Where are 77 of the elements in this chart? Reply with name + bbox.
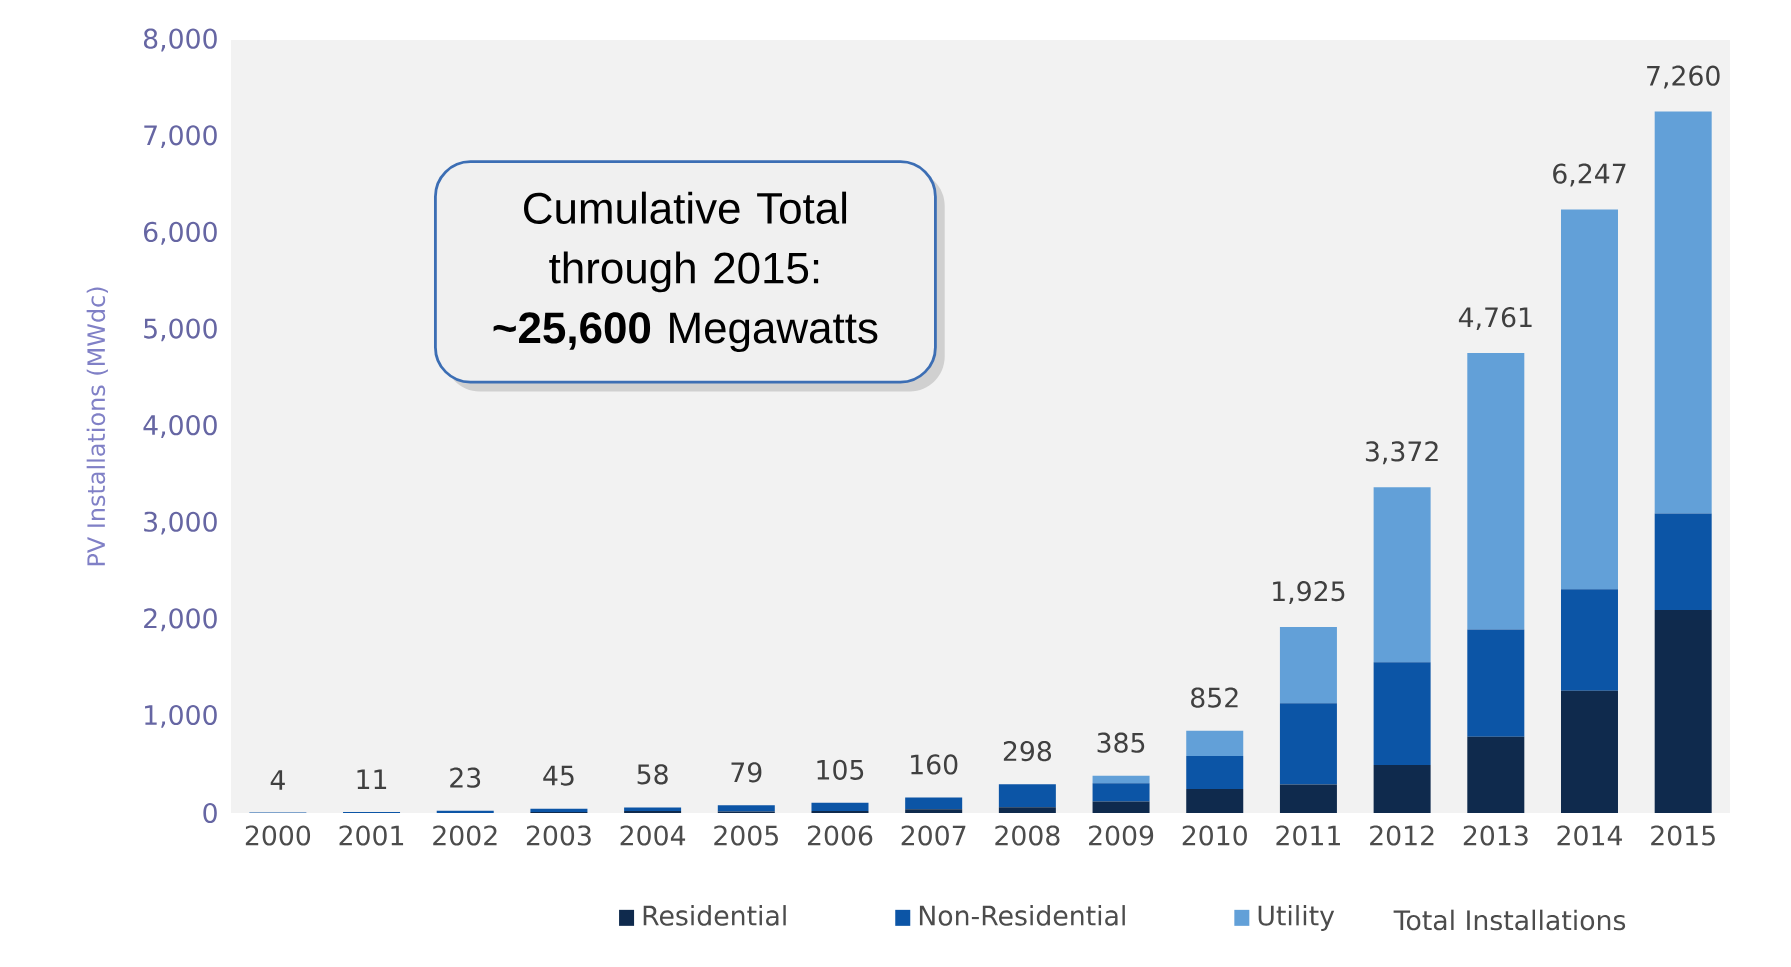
y-tick-label: 2,000 (144, 608, 217, 632)
legend-label: Utility (1258, 905, 1335, 931)
x-tick-label: 2000 (245, 825, 311, 846)
y-tick-label: 4,000 (143, 415, 217, 438)
total-label: 7,260 (1647, 65, 1720, 89)
x-tick-label: 2009 (1089, 825, 1154, 846)
legend-label: Non-Residential (919, 905, 1125, 926)
x-tick-label: 2005 (714, 825, 778, 846)
bar (1561, 690, 1618, 813)
bar (998, 784, 1056, 808)
bar (624, 807, 682, 812)
bar (1373, 765, 1431, 813)
total-label: 4,761 (1458, 307, 1532, 330)
bar (530, 808, 588, 813)
x-tick-label: 2007 (901, 825, 966, 846)
bar (811, 802, 869, 812)
bar (1186, 789, 1244, 813)
text: Total Installations (1393, 909, 1626, 931)
bar (1092, 783, 1150, 802)
y-tick-label: 3,000 (144, 511, 217, 535)
bar (1654, 513, 1712, 611)
bar (1092, 775, 1150, 784)
y-axis-title: PV Installations (MWdc) (86, 287, 108, 566)
x-tick-label: 2012 (1370, 825, 1434, 846)
total-label: 79 (731, 762, 762, 783)
x-tick-label: 2014 (1557, 825, 1622, 846)
bar (1654, 111, 1712, 514)
bar (905, 797, 963, 810)
bar (436, 810, 494, 813)
x-tick-label: 2002 (433, 825, 497, 846)
bar (1373, 662, 1431, 766)
total-label: 3,372 (1365, 441, 1438, 465)
bar (1654, 610, 1712, 813)
bar (1279, 626, 1337, 704)
y-tick-label: 5,000 (144, 318, 217, 342)
x-tick-label: 2006 (807, 825, 873, 846)
bar (1186, 755, 1244, 790)
total-label: 1,925 (1273, 581, 1345, 605)
total-label: 385 (1097, 732, 1145, 753)
y-tick-label: 1,000 (145, 704, 217, 728)
y-tick-label: 8,000 (143, 28, 217, 52)
total-label: 45 (543, 765, 574, 786)
legend-label: Residential (643, 905, 786, 926)
x-tick-label: 2004 (620, 825, 686, 846)
bar (1467, 352, 1525, 630)
x-tick-label: 2008 (995, 825, 1060, 846)
bar (1467, 736, 1525, 813)
x-tick-label: 2013 (1463, 825, 1528, 846)
y-tick-label: 0 (203, 802, 217, 824)
bar (1092, 801, 1150, 813)
bar (1373, 487, 1431, 663)
bar (905, 809, 963, 813)
bar (998, 807, 1056, 813)
bar (1561, 209, 1618, 590)
total-label: 23 (450, 767, 481, 788)
total-label: 160 (911, 754, 958, 775)
x-tick-label: 2015 (1651, 825, 1715, 846)
bar (1186, 730, 1244, 756)
y-tick-label: 6,000 (144, 221, 217, 245)
y-tick-label: 7,000 (144, 125, 217, 149)
annotation: Cumulative Total through 2015: ~25,600 Megawatts (493, 191, 878, 353)
bar (1279, 784, 1337, 813)
x-tick-label: 2010 (1182, 825, 1247, 846)
total-label: 6,247 (1553, 163, 1626, 187)
total-label: 852 (1191, 687, 1238, 708)
total-label: 298 (1003, 741, 1052, 762)
total-label: 4 (270, 770, 285, 790)
x-tick-label: 2001 (339, 825, 404, 846)
bar (1467, 629, 1525, 737)
bar (717, 805, 775, 812)
bar (1561, 589, 1618, 691)
x-tick-label: 2003 (526, 825, 591, 846)
x-tick-label: 2011 (1276, 825, 1340, 846)
bar (1279, 703, 1337, 785)
total-label: 105 (817, 759, 864, 780)
total-label: 11 (357, 769, 387, 789)
total-label: 58 (637, 764, 668, 785)
